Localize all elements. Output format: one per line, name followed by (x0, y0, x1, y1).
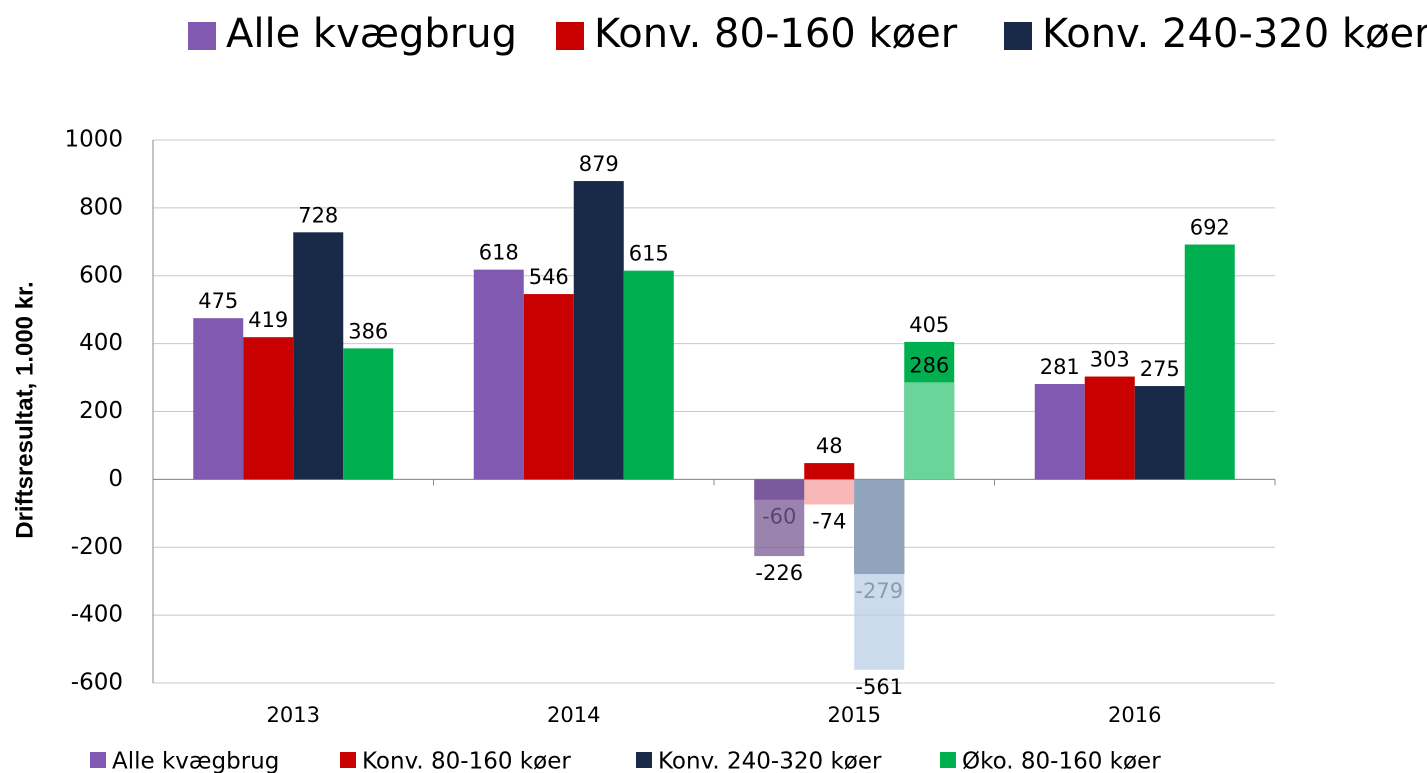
data-label: 275 (1140, 357, 1180, 381)
y-tick-label: 600 (79, 262, 123, 288)
legend-swatch (90, 752, 106, 768)
bar (343, 348, 394, 480)
top-legend-label: Konv. 80-160 køer (594, 11, 958, 57)
legend-label: Konv. 80-160 køer (362, 749, 571, 773)
data-label: 618 (479, 241, 519, 265)
bar (523, 294, 574, 480)
data-label: 728 (298, 203, 338, 227)
legend-swatch (636, 752, 652, 768)
data-label: 405 (909, 313, 949, 337)
data-label: 286 (909, 353, 949, 377)
bar (623, 270, 674, 480)
y-tick-label: -200 (71, 534, 123, 560)
top-legend-swatch (188, 22, 216, 50)
legend-label: Alle kvægbrug (112, 749, 279, 773)
data-label: 386 (348, 319, 388, 343)
data-label: -226 (755, 561, 803, 585)
y-tick-label: -400 (71, 602, 123, 628)
y-tick-label: 400 (79, 330, 123, 356)
top-legend-swatch (1004, 22, 1032, 50)
overlay-bar (904, 382, 955, 480)
bar (1084, 376, 1135, 480)
y-tick-label: -600 (71, 670, 123, 696)
bar (473, 269, 524, 480)
bar (573, 181, 624, 480)
overlay-bar (754, 479, 805, 557)
data-label: -561 (855, 675, 903, 699)
legend-swatch (940, 752, 956, 768)
bar (1034, 384, 1085, 480)
x-tick-label: 2013 (267, 703, 320, 727)
legend-label: Øko. 80-160 køer (962, 749, 1161, 773)
data-label: -74 (812, 509, 846, 533)
data-label: 692 (1190, 216, 1230, 240)
bar (243, 337, 294, 480)
top-legend-label: Alle kvægbrug (226, 11, 517, 57)
top-legend-label: Konv. 240-320 køer (1042, 11, 1427, 57)
bar (1184, 244, 1235, 480)
y-tick-label: 0 (108, 466, 123, 492)
overlay-bar (854, 479, 905, 670)
data-label: 48 (816, 434, 843, 458)
y-axis-title: Driftsresultat, 1.000 kr. (11, 281, 38, 538)
bar (293, 232, 344, 480)
y-tick-label: 200 (79, 398, 123, 424)
legend-label: Konv. 240-320 køer (658, 749, 882, 773)
top-legend-swatch (556, 22, 584, 50)
bar (804, 463, 855, 480)
data-label: 546 (529, 265, 569, 289)
bar (193, 318, 244, 480)
overlay-bar (804, 479, 855, 505)
bar (1134, 386, 1185, 480)
x-tick-label: 2015 (828, 703, 881, 727)
x-tick-label: 2016 (1108, 703, 1161, 727)
data-label: 281 (1040, 355, 1080, 379)
data-label: 615 (629, 242, 669, 266)
legend-swatch (340, 752, 356, 768)
data-label: 879 (579, 152, 619, 176)
y-tick-label: 800 (79, 194, 123, 220)
x-tick-label: 2014 (547, 703, 600, 727)
data-label: 419 (248, 308, 288, 332)
data-label: 303 (1090, 348, 1130, 372)
data-label: 475 (198, 289, 238, 313)
y-tick-label: 1000 (64, 127, 123, 153)
